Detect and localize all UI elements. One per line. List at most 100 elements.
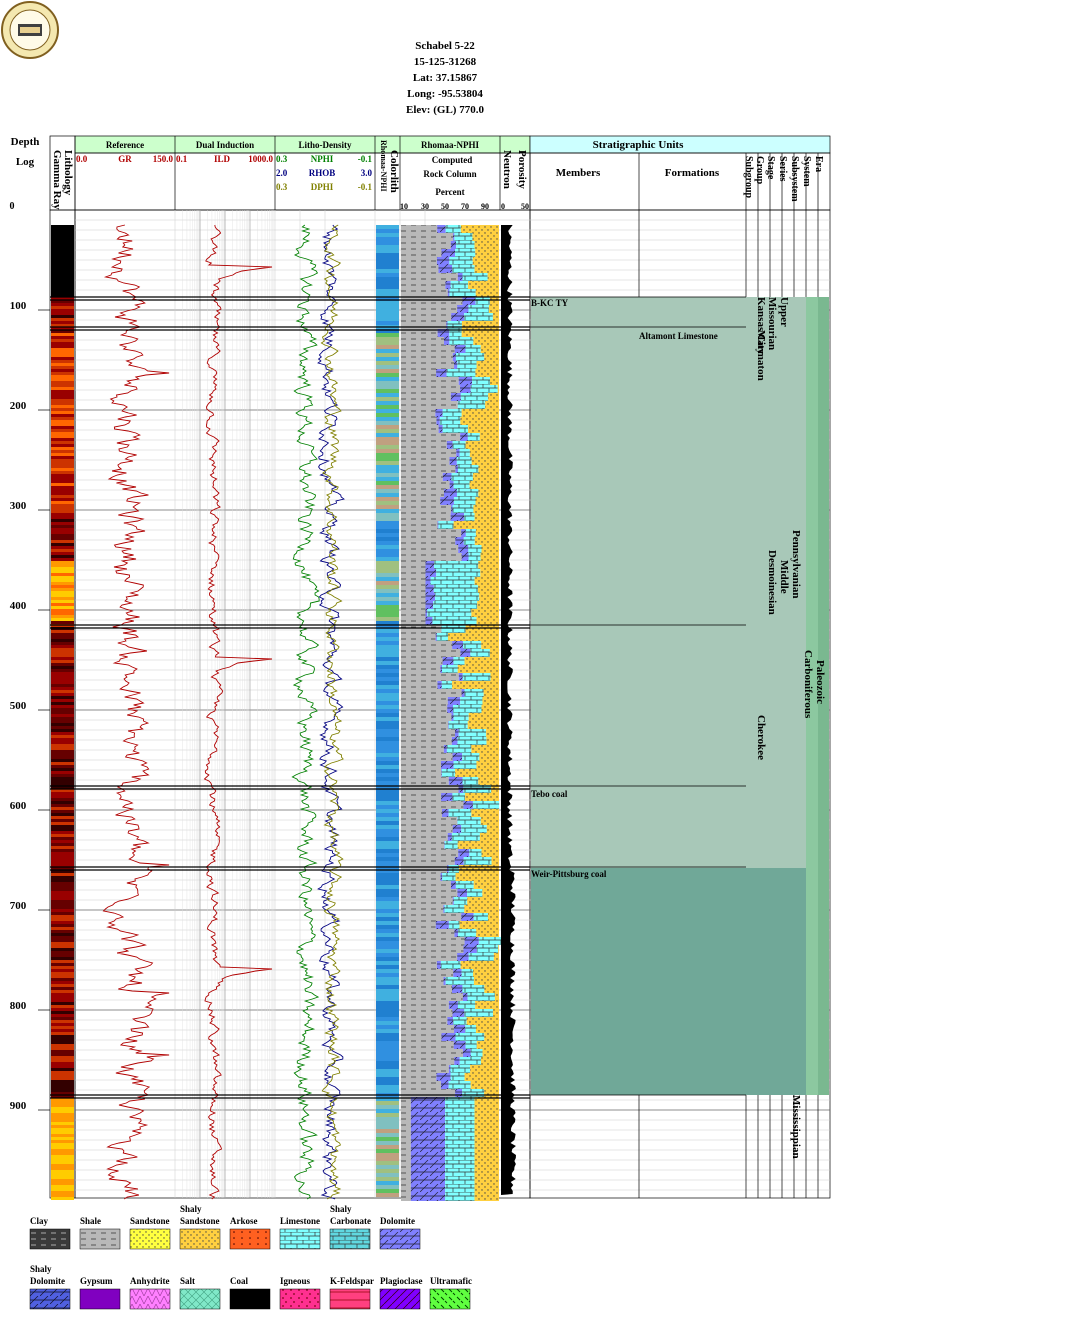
rock-column-dol xyxy=(463,945,477,953)
colorlith-band xyxy=(376,1073,399,1077)
rock-column-sand xyxy=(474,1161,499,1169)
lithology-band xyxy=(51,1077,74,1080)
unit-label: Middle xyxy=(778,560,790,594)
rock-column-sand xyxy=(474,1113,499,1121)
rock-column-dol xyxy=(451,505,453,513)
lithology-band xyxy=(51,615,74,618)
rock-column-shale xyxy=(401,553,462,561)
rock-column-sand xyxy=(460,417,499,425)
porosity-tick-0: 0 xyxy=(501,202,505,211)
rock-column-dol xyxy=(441,769,442,777)
colorlith-band xyxy=(376,621,399,625)
colorlith-band xyxy=(376,469,399,473)
rock-column-sand xyxy=(452,681,499,689)
lithology-band xyxy=(51,333,74,336)
lithology-band xyxy=(51,366,74,369)
rock-column-sand xyxy=(473,977,499,985)
colorlith-band xyxy=(376,873,399,877)
lithology-band xyxy=(51,1125,74,1128)
rock-column-sand xyxy=(482,697,499,705)
depth-title: Depth xyxy=(11,136,40,148)
rock-column-shale xyxy=(401,1025,455,1033)
rock-column-sand xyxy=(447,633,499,641)
colorlith-band xyxy=(376,861,399,865)
colorlith-band xyxy=(376,909,399,913)
legend-label: Shaly xyxy=(30,1264,52,1274)
lithology-band xyxy=(51,687,74,690)
legend-label: Arkose xyxy=(230,1216,258,1226)
rock-column-shale xyxy=(401,1129,411,1137)
rock-column-shale xyxy=(401,225,438,233)
rock-column-lime xyxy=(457,1001,476,1009)
porosity-tick-50: 50 xyxy=(521,202,529,211)
rock-column-sand xyxy=(461,409,499,417)
legend-label: Shaly xyxy=(330,1204,352,1214)
colorlith-band xyxy=(376,557,399,561)
lithology-band xyxy=(51,945,74,948)
rhomaa-tick-90: 90 xyxy=(481,202,489,211)
colorlith-band xyxy=(376,345,399,349)
colorlith-band xyxy=(376,945,399,949)
lithology-band xyxy=(51,711,74,714)
rock-column-lime xyxy=(448,865,459,873)
lithology-band xyxy=(51,1140,74,1143)
rock-column-sand xyxy=(478,489,499,497)
rock-column-shale xyxy=(401,953,458,961)
colorlith-band xyxy=(376,729,399,733)
rock-column-dol xyxy=(449,457,457,465)
lithology-band xyxy=(51,294,74,297)
rock-column-shale xyxy=(401,793,442,801)
lithology-band xyxy=(51,246,74,249)
rock-column-dol xyxy=(445,281,451,289)
strat-col-group: Group xyxy=(754,156,765,185)
lithology-band xyxy=(51,543,74,546)
rock-column-dol xyxy=(461,913,474,921)
legend-label: Limestone xyxy=(280,1216,320,1226)
legend-swatch xyxy=(379,1288,421,1310)
lithology-band xyxy=(51,507,74,510)
lithology-band xyxy=(51,804,74,807)
rock-column-lime xyxy=(435,593,480,601)
rock-column-shale xyxy=(401,737,452,745)
rock-column-lime xyxy=(433,585,478,593)
lithology-band xyxy=(51,978,74,981)
lithology-band xyxy=(51,273,74,276)
colorlith-band xyxy=(376,285,399,289)
rock-column-lime xyxy=(455,1033,485,1041)
rock-column-lime xyxy=(454,233,473,241)
rock-column-sand xyxy=(476,761,499,769)
rock-column-dol xyxy=(463,801,473,809)
colorlith-band xyxy=(376,989,399,993)
rock-column-shale xyxy=(401,561,426,569)
rock-column-lime xyxy=(464,313,493,321)
gr-min: 0.0 xyxy=(76,154,88,164)
rock-column-lime xyxy=(441,681,453,689)
lithology-band xyxy=(51,966,74,969)
colorlith-band xyxy=(376,333,399,337)
strat-col-subsystem: Subsystem xyxy=(789,156,800,202)
rock-column-dol xyxy=(458,545,469,553)
lithology-band xyxy=(51,768,74,771)
rock-column-shale xyxy=(401,897,453,905)
lithology-band xyxy=(51,336,74,339)
colorlith-band xyxy=(376,461,399,465)
rock-column-sand xyxy=(460,225,499,233)
rock-column-lime xyxy=(467,889,483,897)
rock-column-shale xyxy=(401,625,442,633)
lithology-band xyxy=(51,1005,74,1008)
lithology-band xyxy=(51,372,74,375)
rock-column-dol xyxy=(442,657,454,665)
colorlith-band xyxy=(376,1009,399,1013)
rock-column-shale xyxy=(401,1137,411,1145)
rock-column-sand xyxy=(467,897,499,905)
elevation: Elev: (GL) 770.0 xyxy=(406,104,484,116)
lithology-label: Lithology xyxy=(62,150,74,196)
rock-column-lime xyxy=(469,849,482,857)
colorlith-band xyxy=(376,249,399,253)
rock-column-lime xyxy=(472,801,500,809)
colorlith-band xyxy=(376,413,399,417)
colorlith-band xyxy=(376,533,399,537)
legend-label: Clay xyxy=(30,1216,49,1226)
rock-column-lime xyxy=(445,1185,475,1193)
lithology-band xyxy=(51,1008,74,1011)
